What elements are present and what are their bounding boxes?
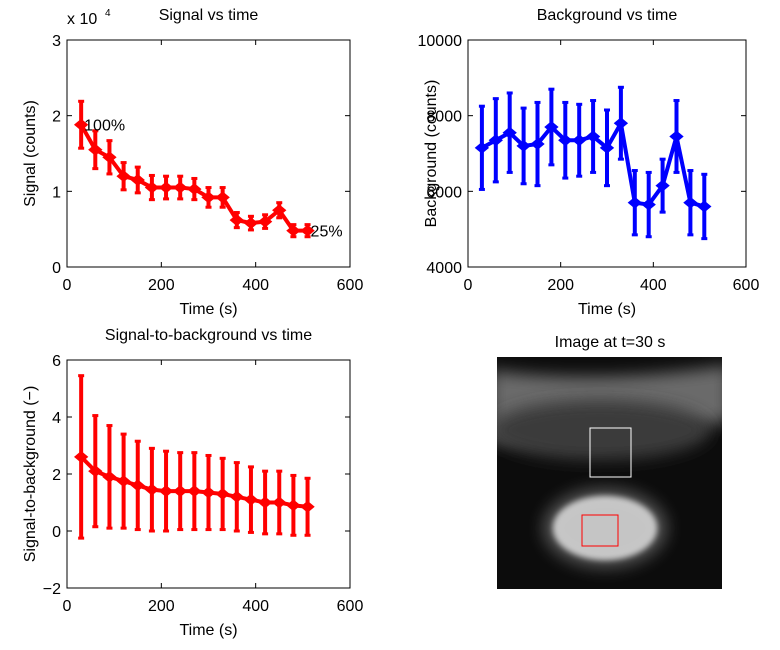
marker bbox=[144, 181, 160, 194]
marker bbox=[130, 174, 145, 186]
marker bbox=[613, 117, 629, 130]
marker bbox=[243, 493, 259, 506]
x-axis-label: Time (s) bbox=[578, 301, 636, 318]
marker bbox=[144, 483, 160, 496]
x-tick-label: 200 bbox=[148, 598, 175, 615]
y-axis-label: Signal (counts) bbox=[22, 100, 39, 207]
marker bbox=[286, 224, 301, 237]
marker bbox=[683, 196, 698, 209]
marker bbox=[641, 198, 656, 211]
marker bbox=[173, 485, 188, 498]
marker bbox=[243, 217, 259, 230]
marker bbox=[272, 204, 287, 217]
y-tick-label: 0 bbox=[52, 524, 61, 541]
chart-title: Signal vs time bbox=[159, 7, 259, 24]
y-tick-label: 1 bbox=[52, 184, 61, 201]
marker bbox=[585, 130, 601, 143]
y-exponent-power: 4 bbox=[105, 8, 111, 19]
chart-title: Signal-to-background vs time bbox=[105, 327, 312, 344]
chart-title: Background vs time bbox=[537, 7, 678, 24]
y-tick-label: −2 bbox=[43, 581, 61, 598]
x-tick-label: 200 bbox=[547, 277, 574, 294]
x-tick-label: 600 bbox=[337, 598, 364, 615]
marker bbox=[173, 181, 188, 194]
marker bbox=[116, 475, 131, 488]
y-tick-label: 3 bbox=[52, 33, 61, 50]
x-axis-label: Time (s) bbox=[179, 622, 237, 639]
y-tick-label: 8000 bbox=[426, 109, 462, 126]
marker bbox=[257, 496, 273, 509]
annotation: 25% bbox=[311, 224, 343, 241]
marker bbox=[544, 121, 559, 133]
x-tick-label: 0 bbox=[464, 277, 473, 294]
x-tick-label: 600 bbox=[337, 277, 364, 294]
marker bbox=[88, 143, 103, 156]
image bbox=[497, 357, 722, 589]
marker bbox=[130, 479, 145, 492]
x-tick-label: 600 bbox=[733, 277, 760, 294]
annotation: 100% bbox=[84, 118, 125, 135]
marker bbox=[697, 200, 712, 213]
marker bbox=[300, 500, 315, 513]
y-tick-label: 10000 bbox=[418, 33, 463, 50]
x-tick-label: 0 bbox=[63, 598, 72, 615]
y-tick-label: 6000 bbox=[426, 184, 462, 201]
y-exponent-base: x 10 bbox=[67, 11, 97, 28]
marker bbox=[102, 470, 117, 483]
marker bbox=[158, 181, 174, 194]
marker bbox=[627, 196, 642, 209]
marker bbox=[599, 141, 615, 154]
marker bbox=[286, 499, 301, 512]
marker bbox=[272, 496, 287, 509]
x-tick-label: 400 bbox=[242, 277, 269, 294]
marker bbox=[201, 486, 216, 499]
x-tick-label: 400 bbox=[640, 277, 667, 294]
marker bbox=[88, 465, 103, 478]
marker bbox=[229, 490, 244, 503]
marker bbox=[669, 130, 684, 143]
marker bbox=[488, 134, 503, 147]
y-tick-label: 2 bbox=[52, 109, 61, 126]
marker bbox=[655, 179, 670, 192]
y-tick-label: 6 bbox=[52, 353, 61, 370]
marker bbox=[502, 126, 517, 139]
marker bbox=[215, 191, 230, 204]
y-tick-label: 2 bbox=[52, 467, 61, 484]
marker bbox=[201, 191, 216, 204]
y-tick-label: 4000 bbox=[426, 260, 462, 277]
marker bbox=[102, 151, 117, 164]
marker bbox=[73, 118, 89, 131]
x-axis-label: Time (s) bbox=[179, 301, 237, 318]
marker bbox=[229, 214, 244, 227]
y-tick-label: 4 bbox=[52, 410, 61, 427]
marker bbox=[516, 139, 531, 152]
image-title: Image at t=30 s bbox=[555, 334, 666, 351]
marker bbox=[558, 134, 573, 147]
marker bbox=[116, 170, 131, 183]
marker bbox=[572, 134, 587, 147]
marker bbox=[257, 215, 273, 228]
marker bbox=[530, 138, 545, 151]
marker bbox=[300, 224, 315, 237]
y-tick-label: 0 bbox=[52, 260, 61, 277]
x-tick-label: 400 bbox=[242, 598, 269, 615]
marker bbox=[158, 485, 174, 498]
y-axis-label: Background (counts) bbox=[423, 80, 440, 228]
y-axis-label: Signal-to-background (−) bbox=[22, 386, 39, 563]
marker bbox=[474, 141, 490, 154]
marker bbox=[215, 487, 230, 500]
marker bbox=[187, 183, 202, 196]
marker bbox=[187, 485, 202, 498]
marker bbox=[73, 450, 89, 463]
x-tick-label: 200 bbox=[148, 277, 175, 294]
x-tick-label: 0 bbox=[63, 277, 72, 294]
